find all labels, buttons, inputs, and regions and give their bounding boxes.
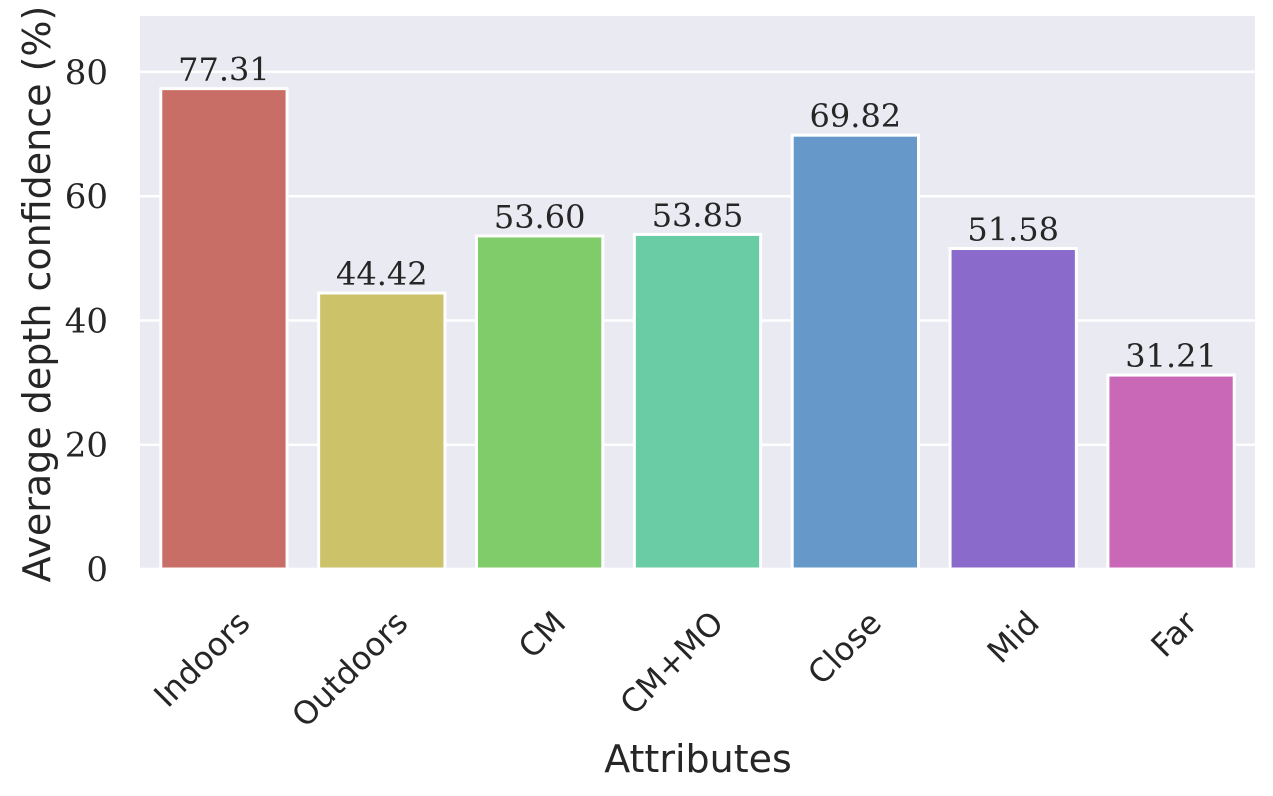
bar-value-label: 44.42 — [336, 255, 428, 293]
value-labels: 77.31 44.42 53.60 53.85 69.82 51.58 31.21 — [178, 51, 1217, 375]
y-tick-label: 20 — [65, 426, 108, 466]
y-tick-label: 0 — [86, 550, 108, 590]
bar — [790, 133, 921, 571]
x-tick-label: Indoors — [146, 604, 257, 715]
bar-value-label: 53.85 — [652, 196, 744, 234]
bar — [632, 232, 763, 571]
bar-value-label: 51.58 — [967, 211, 1059, 249]
bar — [475, 234, 605, 571]
bar-value-label: 53.60 — [494, 198, 586, 236]
bar-value-label: 31.21 — [1125, 337, 1217, 375]
y-tick-label: 80 — [65, 53, 108, 93]
bar-value-label: 69.82 — [810, 97, 902, 135]
x-tick-label: CM+MO — [613, 604, 731, 722]
x-axis-title: Attributes — [604, 737, 792, 781]
bar — [317, 291, 447, 571]
y-tick-labels: 0 20 40 60 80 — [65, 53, 108, 590]
x-tick-label: Close — [800, 604, 889, 693]
bar-value-label: 77.31 — [178, 51, 270, 89]
x-tick-label: Mid — [980, 604, 1047, 671]
bar — [159, 87, 289, 571]
bars — [159, 87, 1236, 571]
x-tick-label: CM — [511, 604, 573, 666]
y-axis-title: Average depth confidence (%) — [15, 6, 59, 583]
bar — [948, 247, 1078, 571]
x-tick-labels: Indoors Outdoors CM CM+MO Close Mid Far — [146, 603, 1205, 735]
bar — [1106, 373, 1236, 571]
y-tick-label: 60 — [65, 177, 108, 217]
x-tick-label: Outdoors — [284, 604, 415, 735]
x-tick-label: Far — [1144, 603, 1206, 665]
y-tick-label: 40 — [65, 301, 108, 341]
